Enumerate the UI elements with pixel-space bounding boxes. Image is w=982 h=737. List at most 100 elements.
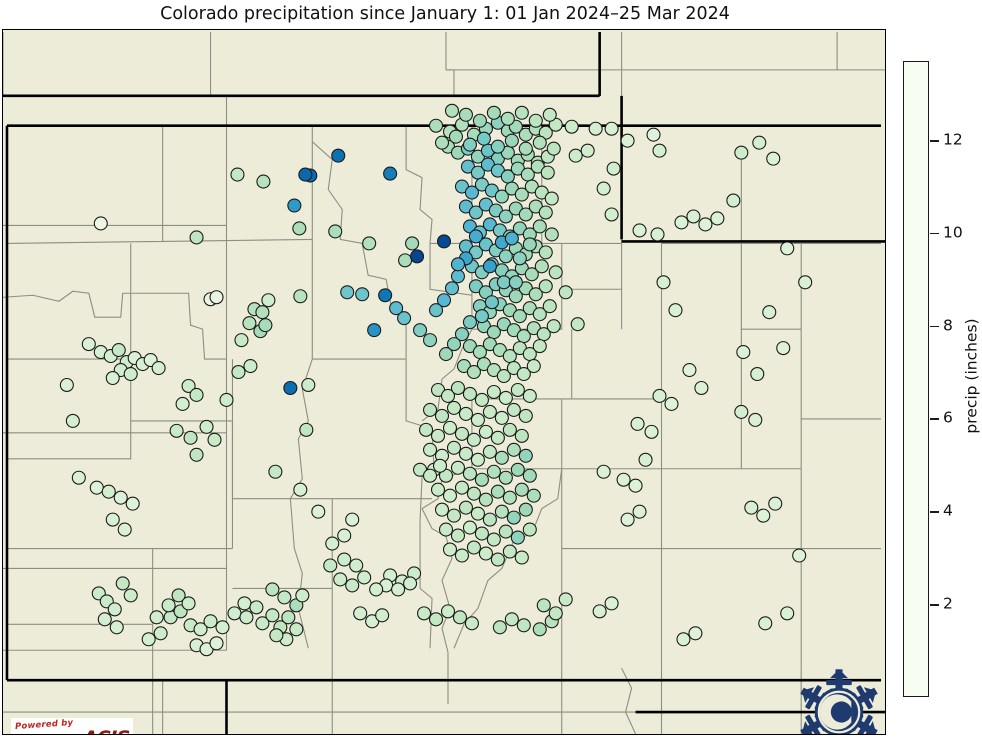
station-marker[interactable] [542, 107, 557, 122]
station-marker[interactable] [283, 380, 298, 396]
station-marker[interactable] [474, 526, 489, 541]
station-marker[interactable] [512, 251, 527, 266]
station-marker[interactable] [540, 165, 555, 180]
station-marker[interactable] [458, 446, 473, 461]
station-marker[interactable] [383, 166, 398, 181]
station-marker-layer[interactable] [59, 103, 813, 657]
station-marker[interactable] [484, 295, 499, 310]
station-marker[interactable] [438, 522, 454, 537]
station-marker[interactable] [109, 620, 124, 635]
station-marker[interactable] [534, 259, 549, 274]
station-marker[interactable] [430, 482, 446, 497]
station-marker[interactable] [442, 542, 458, 557]
station-marker[interactable] [514, 550, 529, 565]
station-marker[interactable] [298, 167, 313, 182]
station-marker[interactable] [478, 492, 493, 507]
station-marker[interactable] [498, 249, 513, 264]
station-marker[interactable] [532, 339, 547, 354]
station-marker[interactable] [105, 512, 120, 527]
station-marker[interactable] [558, 592, 573, 607]
station-marker[interactable] [422, 468, 438, 483]
station-marker[interactable] [446, 337, 462, 352]
station-marker[interactable] [428, 118, 444, 133]
station-marker[interactable] [450, 528, 466, 543]
station-marker[interactable] [518, 502, 533, 517]
station-marker[interactable] [181, 596, 196, 611]
station-marker[interactable] [482, 512, 497, 527]
station-marker[interactable] [446, 508, 462, 523]
station-marker[interactable] [353, 606, 368, 621]
station-marker[interactable] [518, 141, 533, 156]
station-marker[interactable] [476, 131, 491, 146]
station-marker[interactable] [448, 129, 464, 144]
station-marker[interactable] [752, 135, 767, 150]
station-marker[interactable] [169, 423, 184, 438]
station-marker[interactable] [355, 287, 370, 302]
station-marker[interactable] [458, 107, 473, 122]
station-marker[interactable] [674, 215, 689, 230]
station-marker[interactable] [532, 307, 547, 322]
station-marker[interactable] [434, 408, 450, 423]
station-marker[interactable] [417, 606, 432, 621]
station-marker[interactable] [378, 288, 393, 303]
station-marker[interactable] [710, 211, 725, 226]
station-marker[interactable] [362, 236, 377, 251]
station-marker[interactable] [656, 275, 671, 290]
station-marker[interactable] [766, 151, 781, 166]
station-marker[interactable] [111, 343, 126, 358]
station-marker[interactable] [750, 366, 765, 382]
station-marker[interactable] [496, 275, 511, 290]
station-marker[interactable] [255, 616, 270, 631]
station-marker[interactable] [333, 572, 348, 587]
station-marker[interactable] [299, 422, 314, 437]
station-marker[interactable] [209, 290, 224, 305]
station-marker[interactable] [115, 576, 130, 591]
station-marker[interactable] [478, 546, 493, 561]
station-marker[interactable] [516, 366, 531, 382]
station-marker[interactable] [468, 229, 483, 244]
station-marker[interactable] [175, 396, 190, 411]
station-marker[interactable] [536, 598, 551, 613]
station-marker[interactable] [498, 470, 513, 485]
station-marker[interactable] [470, 412, 485, 427]
station-marker[interactable] [265, 582, 280, 597]
station-marker[interactable] [432, 458, 448, 473]
station-marker[interactable] [546, 141, 561, 156]
station-marker[interactable] [203, 614, 218, 629]
station-marker[interactable] [255, 305, 270, 320]
station-marker[interactable] [65, 413, 80, 428]
station-marker[interactable] [59, 377, 74, 393]
station-marker[interactable] [510, 530, 525, 545]
station-marker[interactable] [548, 606, 563, 621]
station-marker[interactable] [698, 217, 713, 232]
station-marker[interactable] [369, 582, 384, 597]
station-marker[interactable] [652, 143, 667, 158]
station-marker[interactable] [239, 610, 254, 625]
station-marker[interactable] [97, 612, 112, 627]
station-marker[interactable] [758, 616, 773, 631]
station-marker[interactable] [295, 588, 310, 603]
station-marker[interactable] [514, 428, 529, 443]
station-marker[interactable] [494, 450, 509, 465]
station-marker[interactable] [748, 412, 763, 427]
station-marker[interactable] [219, 392, 234, 407]
station-marker[interactable] [397, 311, 412, 326]
station-marker[interactable] [588, 121, 603, 136]
station-marker[interactable] [502, 544, 517, 559]
station-marker[interactable] [522, 388, 537, 403]
station-marker[interactable] [237, 596, 252, 611]
station-marker[interactable] [323, 558, 338, 573]
station-marker[interactable] [464, 616, 479, 631]
station-marker[interactable] [153, 626, 168, 641]
station-marker[interactable] [518, 408, 533, 423]
station-marker[interactable] [466, 432, 481, 447]
station-marker[interactable] [526, 488, 541, 503]
station-marker[interactable] [454, 327, 469, 342]
station-marker[interactable] [532, 622, 547, 637]
station-marker[interactable] [474, 472, 489, 487]
station-marker[interactable] [357, 570, 372, 585]
station-marker[interactable] [528, 287, 543, 302]
station-marker[interactable] [181, 378, 196, 394]
station-marker[interactable] [486, 464, 501, 479]
station-marker[interactable] [482, 259, 497, 274]
